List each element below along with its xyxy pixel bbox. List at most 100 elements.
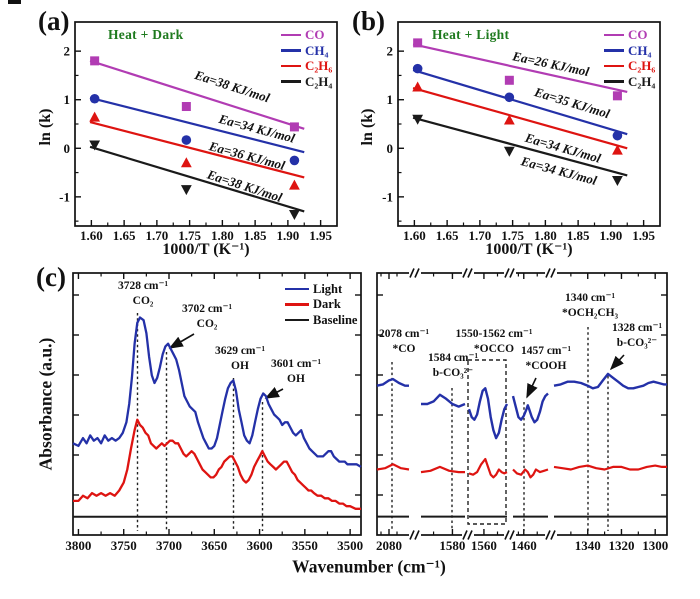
marker-triangle-up [612,144,623,155]
axis-break-mask [409,530,421,540]
chart-text: 1.65 [436,228,459,243]
chart-text: 1.95 [309,228,332,243]
chart-text: 1340 cm⁻¹ [565,292,615,304]
chart-text: 1.70 [146,228,169,243]
panel-b-legend: CO CH₄ C₂H₆ C₂H₄ [604,27,655,89]
chart-text: 3650 [201,538,227,553]
legend-label: CH₄ [628,42,652,58]
marker-triangle-down [612,175,623,186]
legend-label: C₂H₆ [628,58,656,74]
panel-b-xlabel: 1000/T (K⁻¹) [485,241,573,258]
marker-triangle-up [503,114,515,125]
panel-b-tag: (b) [352,6,385,36]
legend-item-c2h6: C₂H₆ [281,58,332,74]
chart-text: 3800 [65,538,91,553]
panel-a-tag: (a) [38,6,70,36]
legend-line-swatch [281,80,301,83]
fit-line [412,43,628,94]
axis-break-mark [509,530,515,540]
legend-item-ch4: CH₄ [604,43,655,59]
chart-text: 1.80 [211,228,234,243]
legend-line-swatch [604,33,624,37]
chart-text: 3600 [247,538,273,553]
axis-break-mark [409,268,415,278]
chart-text: 3700 [156,538,182,553]
chart-text: b-CO₃²⁻ [433,367,473,379]
marker-triangle-down [89,140,101,151]
chart-text: 1328 cm⁻¹ [612,322,662,334]
axis-break-mark [414,530,420,540]
panel-c-tag: (c) [36,262,66,292]
axis-break-mask [504,268,516,278]
chart-text: 3500 [337,538,363,553]
annotation-arrow [264,387,284,399]
marker-circle [504,92,515,103]
panel-c-left-frame [72,272,362,536]
axis-break-mark [545,530,551,540]
marker-triangle-up [89,111,101,122]
legend-item-co: CO [604,27,655,43]
legend-label: C₂H₆ [305,58,333,74]
chart-text: 1.90 [277,228,300,243]
marker-triangle-up [180,157,192,168]
chart-text: 2078 cm⁻¹ [379,328,429,340]
chart-text: 1584 cm⁻¹ [428,352,478,364]
fit-line [89,59,305,130]
legend-label: Light [313,281,343,296]
marker-square [504,75,514,85]
chart-text: 1.65 [113,228,136,243]
chart-text: 1 [387,92,394,107]
chart-text: *OCCO [474,343,514,355]
curve-dark [468,457,508,479]
chart-text: OH [287,373,305,385]
marker-triangle-down [412,114,424,125]
legend-line-swatch [604,49,624,52]
legend-item-co: CO [281,27,332,43]
marker-square [289,122,299,132]
fit-line [89,145,305,213]
fit-line [89,120,305,179]
chart-text: -1 [59,189,70,204]
chart-text: 2 [387,44,394,59]
axis-break-mark [504,268,510,278]
chart-text: *CO [393,343,416,355]
legend-line-swatch [285,287,309,291]
curve-light [511,392,549,424]
marker-circle [89,93,100,104]
chart-text: -1 [382,189,393,204]
fit-line [412,116,628,177]
chart-text: 3629 cm⁻¹ [215,345,265,357]
axis-break-mark [504,530,510,540]
chart-text: 1.90 [600,228,623,243]
panel-c-ylabel: Absorbance (a.u.) [35,337,56,471]
marker-square [90,56,100,66]
axis-break-mark [409,530,415,540]
curve-dark [553,464,667,471]
marker-circle [181,135,192,145]
panel-c-right-frame [376,272,668,536]
legend-label: Baseline [313,312,358,327]
legend-item-dark: Dark [285,297,357,313]
marker-triangle-up [412,81,424,92]
marker-triangle-down [503,146,515,157]
fit-line [412,69,628,136]
chart-text: 3728 cm⁻¹ [118,280,168,292]
legend-line-swatch [604,64,624,68]
panel-b-ylabel: ln (k) [359,108,376,146]
chart-text: Ea=36 KJ/mol [207,138,287,173]
marker-triangle-down [180,185,192,196]
panel-b-condition: Heat + Light [432,27,510,42]
chart-text: b-CO₃²⁻ [617,337,657,349]
axis-break-mark [550,268,556,278]
curve-light [72,316,362,468]
annotation-dashed-box [467,359,507,525]
panel-a-legend: CO CH₄ C₂H₆ C₂H₄ [281,27,332,89]
chart-text: 0 [64,141,71,156]
chart-text: 1.85 [567,228,590,243]
marker-square [181,102,191,112]
marker-square [612,91,622,101]
curve-dark [420,465,465,474]
chart-text: 1.75 [178,228,201,243]
